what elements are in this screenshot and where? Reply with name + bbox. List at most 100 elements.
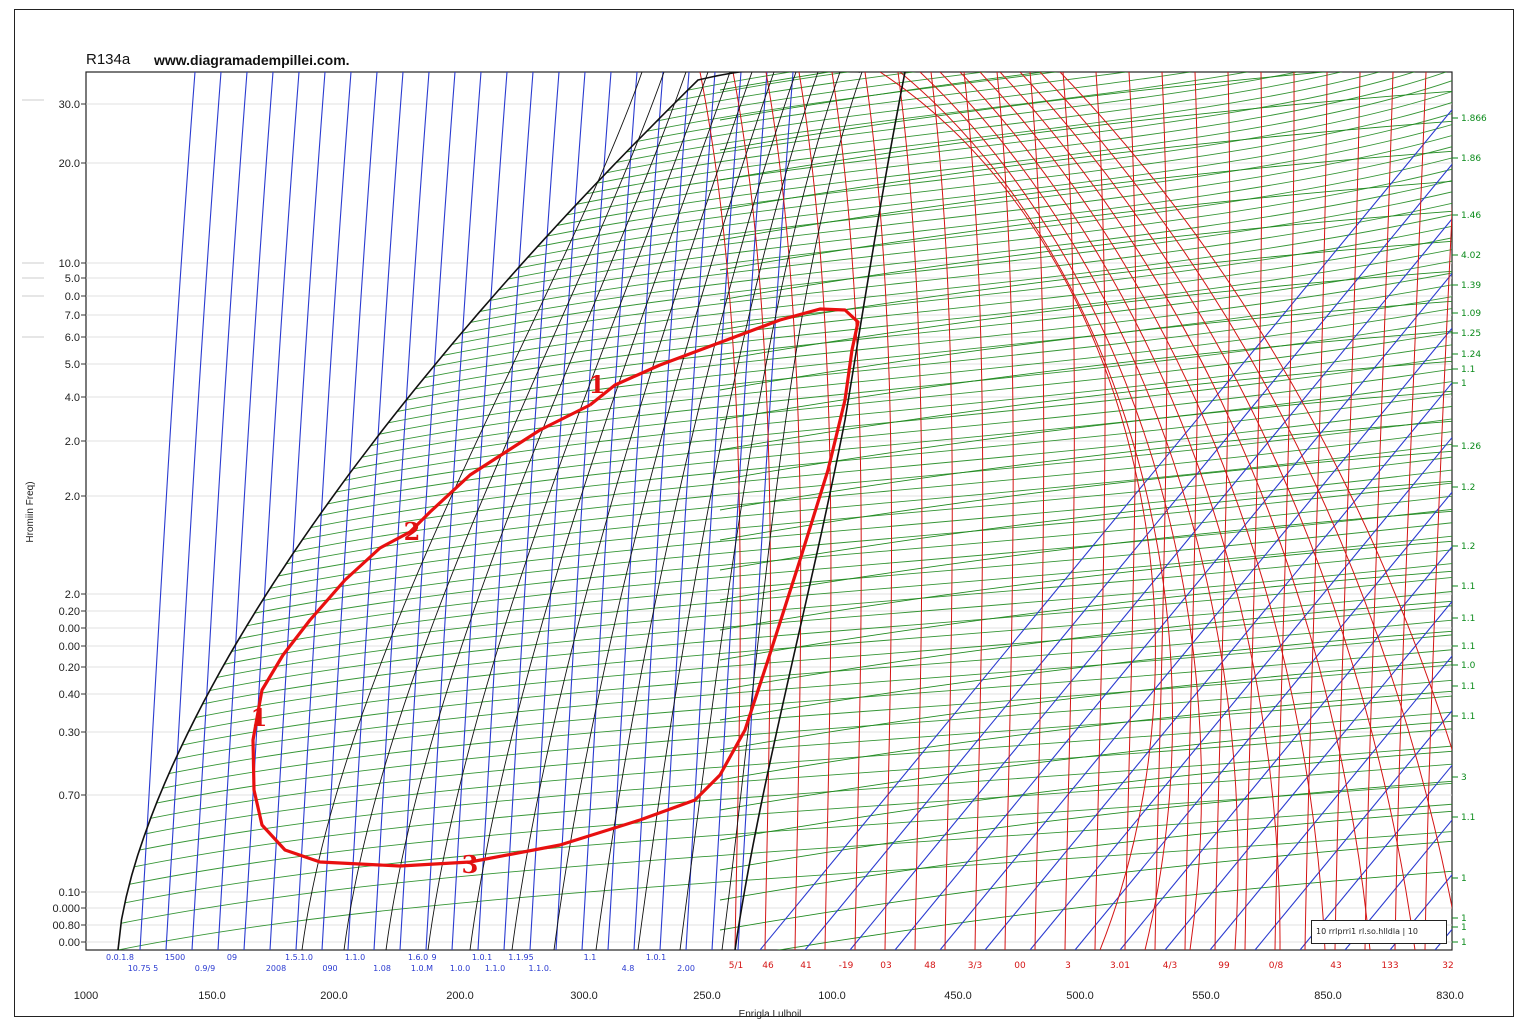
saturation-dome (117, 72, 906, 950)
isotherm (139, 728, 1452, 851)
isotherm-superheated (719, 810, 1452, 901)
right-tick-label: 1.2 (1461, 483, 1475, 493)
isotherm (216, 549, 1452, 678)
right-tick-label: 1.26 (1461, 442, 1481, 452)
isotherm-superheated (719, 630, 1452, 721)
isentrope-superheated (984, 382, 1452, 950)
y-tick-label: 0.0 (65, 291, 80, 303)
quality-line (679, 72, 841, 950)
isotherm (406, 260, 1452, 401)
isotherm-superheated (719, 570, 1452, 661)
right-tick-label: 1.1 (1461, 582, 1475, 592)
isotherm (344, 344, 1452, 481)
isentrope (139, 72, 196, 950)
bottom-blue-tick: 4.8 (622, 964, 635, 973)
isotherm (181, 619, 1452, 746)
quality-lines (301, 72, 863, 950)
bottom-red-tick: 3.01 (1110, 961, 1130, 971)
isotherm (616, 72, 1250, 163)
isochore-arc (959, 72, 1281, 950)
isotherm (379, 296, 1452, 435)
isotherm (556, 80, 1452, 226)
y-tick-label: 0.00 (59, 641, 80, 653)
isotherm-superheated (719, 720, 1452, 811)
bottom-blue-tick: 1500 (165, 953, 185, 962)
isentrope (217, 72, 274, 950)
isentrope (347, 72, 404, 950)
isotherm (451, 202, 1452, 345)
bottom-blue-tick: 1.0.M (411, 964, 433, 973)
isotherm (527, 112, 1452, 258)
isentrope (321, 72, 378, 950)
isochore (1184, 72, 1199, 950)
isochore (798, 72, 832, 950)
isochore (1214, 72, 1231, 950)
isochore (996, 72, 1014, 950)
x-tick-label: 500.0 (1066, 990, 1094, 1002)
x-tick-label: 300.0 (570, 990, 598, 1002)
isotherm-superheated (719, 72, 833, 91)
isochore (897, 72, 923, 950)
isotherm (656, 72, 987, 122)
isotherm (498, 146, 1452, 291)
bottom-blue-tick: 1.1.95 (508, 953, 533, 962)
isotherm-superheated (719, 330, 1452, 421)
cycle-point-label: 3 (462, 850, 479, 879)
isotherm (667, 72, 917, 112)
bottom-red-tick: 46 (762, 961, 774, 971)
isentrope-superheated (1074, 491, 1452, 950)
right-axis-ticks: 1.866 1.86 1.46 4.02 1.39 1.09 1.25 1.24 1.1 1 1.2… (1452, 114, 1487, 948)
bottom-blue-tick: 1.0.0 (450, 964, 470, 973)
right-tick-label: 1.1 (1461, 642, 1475, 652)
bottom-blue-tick: 2008 (266, 964, 286, 973)
x-tick-label: 1000 (74, 990, 98, 1002)
y-tick-label: 5.0 (65, 273, 80, 285)
isotherm (156, 679, 1452, 804)
isentrope-superheated (849, 218, 1452, 950)
y-axis-label: Hromiin Freq) (25, 481, 36, 542)
quality-line (637, 72, 819, 950)
right-tick-label: 1.46 (1461, 211, 1481, 221)
isotherm (397, 272, 1452, 412)
isotherm (442, 214, 1452, 356)
isochore (765, 72, 802, 950)
isotherm (150, 695, 1452, 819)
isochore (732, 72, 771, 950)
x-axis-ticks: 1000 150.0 200.0 200.0 300.0 250.0 100.0 450.0 5… (74, 990, 1464, 1002)
isochore (1364, 72, 1394, 950)
y-tick-label: 0.40 (59, 689, 80, 701)
plot-background (85, 71, 1453, 951)
quality-line (301, 72, 643, 950)
isotherm (470, 180, 1452, 323)
bottom-blue-tick: 1.6.0 (408, 953, 428, 962)
x-tick-label: 830.0 (1436, 990, 1464, 1002)
quality-line (469, 72, 731, 950)
isochore (1154, 72, 1168, 950)
x-tick-label: 850.0 (1314, 990, 1342, 1002)
isentrope (633, 72, 690, 950)
isochore-arc (879, 72, 1156, 950)
y-tick-label: 0.70 (59, 790, 80, 802)
quality-line (721, 72, 863, 950)
bottom-red-tick: 43 (1330, 961, 1341, 971)
x-tick-label: 450.0 (944, 990, 972, 1002)
isentrope (581, 72, 638, 950)
y-tick-label: 0.30 (59, 727, 80, 739)
isotherm-superheated (719, 270, 1452, 361)
isentrope-lines (139, 72, 1452, 950)
bottom-blue-tick: 0.0.1.8 (106, 953, 134, 962)
isotherm-superheated (719, 90, 1452, 181)
isochore-arc (999, 72, 1371, 950)
isotherm-superheated (719, 450, 1452, 541)
isentrope (477, 72, 534, 950)
x-tick-label: 550.0 (1192, 990, 1220, 1002)
isotherm (188, 605, 1452, 732)
isotherm (231, 522, 1452, 652)
isotherm-superheated (719, 780, 1452, 871)
bottom-blue-tick: 1.08 (373, 964, 391, 973)
right-tick-label: 1.1 (1461, 614, 1475, 624)
isochore (1394, 72, 1427, 950)
x-tick-label: 100.0 (818, 990, 846, 1002)
isotherm-superheated (719, 150, 1452, 241)
right-tick-label: 1 (1461, 923, 1467, 933)
